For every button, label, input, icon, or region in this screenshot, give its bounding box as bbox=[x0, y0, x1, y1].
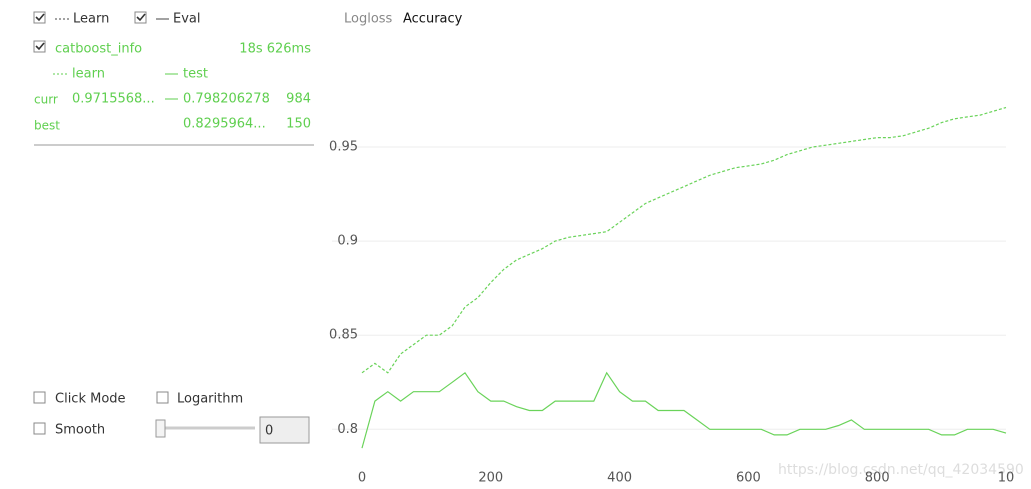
x-tick-label: 200 bbox=[478, 471, 503, 486]
logarithm-label: Logarithm bbox=[177, 392, 243, 407]
tab-logloss[interactable]: Logloss bbox=[344, 12, 393, 27]
smooth-label: Smooth bbox=[55, 423, 105, 438]
click-mode-label: Click Mode bbox=[55, 392, 126, 407]
curr-test: 0.798206278 bbox=[183, 92, 270, 107]
x-tick-label: 600 bbox=[736, 471, 761, 486]
x-tick-label: 0 bbox=[358, 471, 366, 486]
smooth-value: 0 bbox=[265, 424, 273, 439]
best-iter: 150 bbox=[286, 117, 311, 132]
legend-learn: Learn bbox=[73, 12, 109, 27]
y-tick-label: 0.8 bbox=[337, 422, 358, 437]
x-tick-label: 10 bbox=[998, 471, 1015, 486]
run-checkbox[interactable] bbox=[33, 40, 46, 53]
curr-iter: 984 bbox=[286, 92, 311, 107]
y-tick-label: 0.95 bbox=[329, 140, 358, 155]
check bbox=[35, 42, 45, 51]
tab-accuracy[interactable]: Accuracy bbox=[403, 12, 463, 27]
smooth-checkbox[interactable] bbox=[33, 422, 46, 435]
series-line bbox=[361, 106, 1007, 374]
col-learn: learn bbox=[72, 67, 105, 82]
series-line bbox=[361, 371, 1007, 449]
y-tick-label: 0.9 bbox=[337, 234, 358, 249]
smooth-input[interactable] bbox=[259, 416, 310, 444]
curr-label: curr bbox=[34, 93, 58, 107]
col-test: test bbox=[183, 67, 208, 82]
run-name: catboost_info bbox=[55, 42, 142, 57]
best-label: best bbox=[34, 119, 60, 133]
x-tick-label: 400 bbox=[607, 471, 632, 486]
run-time: 18s 626ms bbox=[239, 42, 311, 57]
eval-checkbox[interactable] bbox=[134, 11, 147, 24]
x-tick-label: 800 bbox=[865, 471, 890, 486]
click-mode-checkbox[interactable] bbox=[33, 391, 46, 404]
watermark: https://blog.csdn.net/qq_42034590 bbox=[778, 462, 1024, 478]
learn-checkbox[interactable] bbox=[33, 11, 46, 24]
smooth-slider-handle[interactable] bbox=[155, 419, 166, 438]
logarithm-checkbox[interactable] bbox=[156, 391, 169, 404]
legend-eval: Eval bbox=[173, 12, 201, 27]
y-tick-label: 0.85 bbox=[329, 328, 358, 343]
best-test: 0.8295964... bbox=[183, 117, 266, 132]
check bbox=[35, 13, 45, 22]
curr-learn: 0.9715568... bbox=[72, 92, 155, 107]
check bbox=[136, 13, 146, 22]
